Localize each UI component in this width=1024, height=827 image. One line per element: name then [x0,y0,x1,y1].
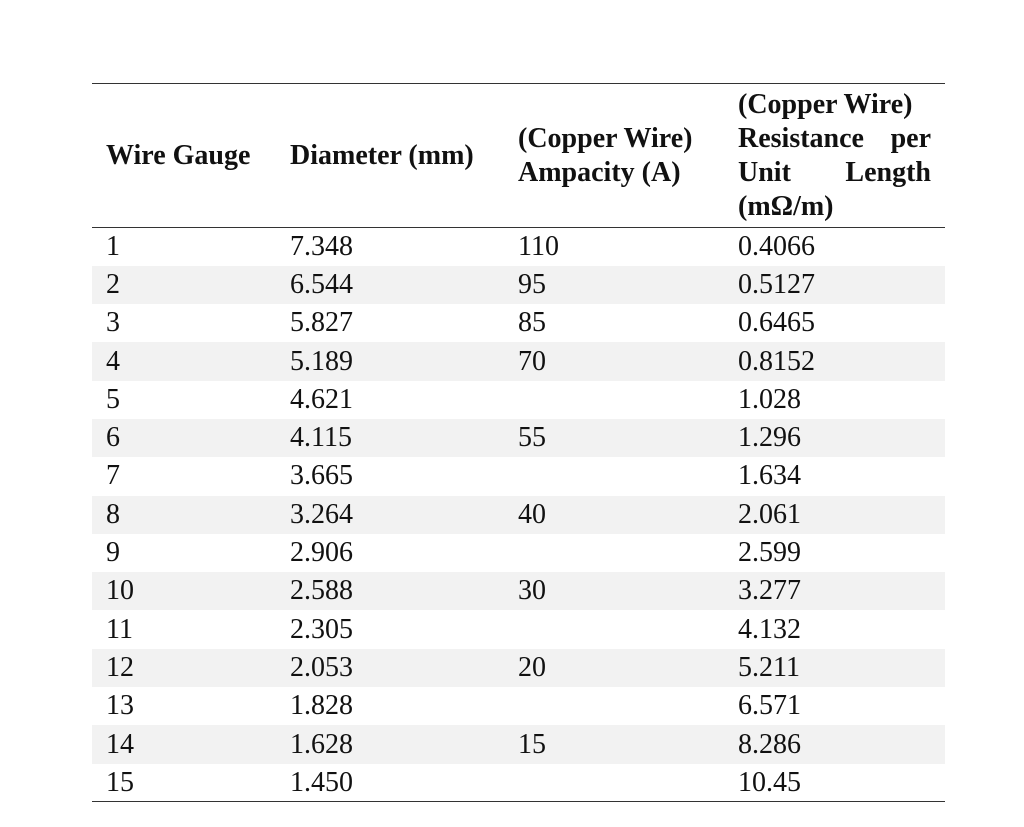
wire-gauge-table-container: Wire Gauge Diameter (mm) (Copper Wire) A… [92,83,945,803]
cell-ampacity: 55 [504,418,724,458]
cell-gauge: 8 [92,495,276,534]
cell-diameter: 5.189 [276,342,504,381]
cell-gauge: 7 [106,460,120,492]
cell-ampacity [504,534,724,572]
cell-resistance: 1.296 [724,418,945,458]
wire-gauge-table: Wire Gauge Diameter (mm) (Copper Wire) A… [92,83,945,803]
cell-gauge: 5 [106,383,120,415]
table-row: 1 7.348 110 0.4066 [92,228,945,266]
cell-ampacity: 40 [504,495,724,534]
cell-ampacity [504,457,724,495]
cell-diameter: 1.450 [276,763,504,803]
cell-diameter: 4.115 [276,418,504,458]
header-resistance: (Copper Wire) Resistance per Unit Length… [724,83,945,228]
cell-resistance: 0.8152 [724,342,945,381]
cell-resistance: 5.211 [724,648,945,688]
cell-resistance: 4.132 [738,613,801,645]
cell-gauge: 3 [106,307,120,339]
cell-ampacity: 85 [518,307,546,339]
cell-resistance: 8.286 [724,725,945,764]
table-row: 4 5.189 70 0.8152 [92,342,945,381]
table-body: 1 7.348 110 0.4066 2 6.544 95 0.5127 3 5.827 85 0.6… [92,228,945,803]
cell-diameter: 3.665 [290,460,353,492]
table-row: 3 5.827 85 0.6465 [92,304,945,342]
cell-gauge: 13 [106,690,134,722]
table-row: 10 2.588 30 3.277 [92,572,945,611]
table-row: 6 4.115 55 1.296 [92,418,945,458]
cell-diameter: 2.305 [290,613,353,645]
cell-resistance: 0.6465 [738,307,815,339]
table-row: 13 1.828 6.571 [92,687,945,725]
header-ampacity-line2: Ampacity (A) [518,156,681,188]
cell-gauge: 4 [92,342,276,381]
cell-diameter: 1.828 [290,690,353,722]
cell-ampacity [504,610,724,648]
cell-resistance: 6.571 [738,690,801,722]
cell-gauge: 2 [92,265,276,305]
cell-gauge: 10 [92,572,276,611]
cell-diameter: 4.621 [290,383,353,415]
cell-diameter: 2.906 [290,537,353,569]
cell-diameter: 1.628 [276,725,504,764]
header-ampacity: (Copper Wire) Ampacity (A) [504,83,724,228]
table-row: 7 3.665 1.634 [92,457,945,495]
table-row: 2 6.544 95 0.5127 [92,265,945,305]
cell-diameter: 3.264 [276,495,504,534]
cell-diameter: 2.053 [276,648,504,688]
cell-resistance: 10.45 [724,763,945,803]
cell-resistance: 1.634 [738,460,801,492]
header-diameter-label: Diameter (mm) [290,139,474,171]
cell-ampacity: 30 [504,572,724,611]
cell-resistance: 0.4066 [738,230,815,262]
header-resistance-line3: Unit Length [738,156,931,188]
cell-ampacity: 70 [504,342,724,381]
cell-ampacity [504,687,724,725]
cell-resistance: 0.5127 [724,265,945,305]
cell-resistance: 2.061 [724,495,945,534]
header-wire-gauge-label: Wire Gauge [106,139,251,171]
cell-ampacity: 15 [504,725,724,764]
table-row: 11 2.305 4.132 [92,610,945,648]
cell-ampacity: 110 [518,230,559,262]
cell-diameter: 6.544 [276,265,504,305]
header-row: Wire Gauge Diameter (mm) (Copper Wire) A… [92,83,945,228]
table-row: 14 1.628 15 8.286 [92,725,945,764]
cell-resistance: 1.028 [738,383,801,415]
cell-resistance: 2.599 [738,537,801,569]
cell-diameter: 2.588 [276,572,504,611]
header-wire-gauge: Wire Gauge [92,83,276,228]
table-row: 9 2.906 2.599 [92,534,945,572]
table-row: 12 2.053 20 5.211 [92,648,945,688]
table-row: 5 4.621 1.028 [92,381,945,419]
cell-diameter: 5.827 [290,307,353,339]
header-resistance-line2: Resistance per [738,122,931,154]
cell-gauge: 14 [92,725,276,764]
cell-gauge: 9 [106,537,120,569]
cell-ampacity [504,763,724,803]
table-row: 8 3.264 40 2.061 [92,495,945,534]
header-diameter: Diameter (mm) [276,83,504,228]
table-row: 15 1.450 10.45 [92,763,945,803]
cell-ampacity [504,381,724,419]
cell-ampacity: 20 [504,648,724,688]
header-resistance-line1: (Copper Wire) [738,88,913,120]
cell-diameter: 7.348 [290,230,353,262]
cell-ampacity: 95 [504,265,724,305]
header-resistance-line4: (mΩ/m) [738,190,834,222]
header-ampacity-line1: (Copper Wire) [518,122,693,154]
cell-gauge: 15 [92,763,276,803]
table-header: Wire Gauge Diameter (mm) (Copper Wire) A… [92,83,945,228]
cell-gauge: 11 [106,613,133,645]
cell-gauge: 6 [92,418,276,458]
cell-resistance: 3.277 [724,572,945,611]
cell-gauge: 12 [92,648,276,688]
cell-gauge: 1 [106,230,120,262]
